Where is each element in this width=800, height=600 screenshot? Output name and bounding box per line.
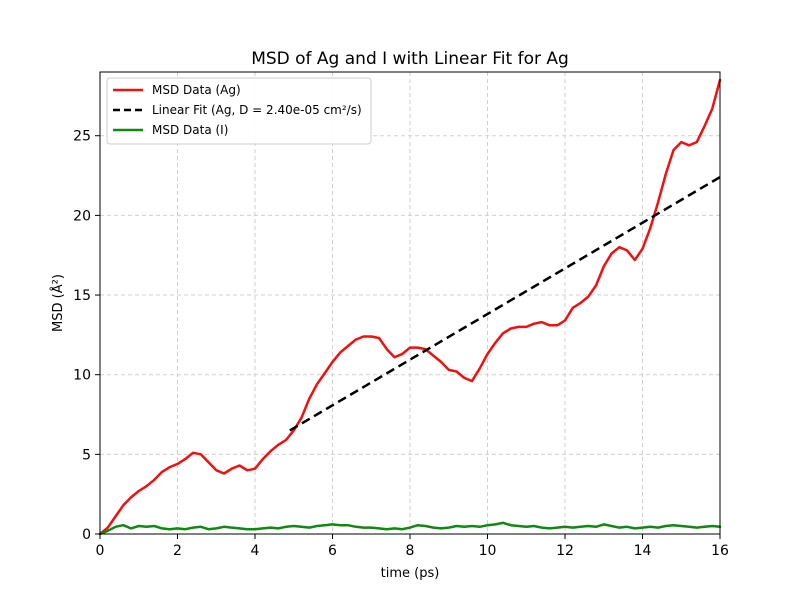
x-tick-label: 10 — [479, 543, 497, 559]
x-tick-label: 8 — [406, 543, 415, 559]
y-tick-label: 25 — [73, 129, 91, 145]
legend-box — [106, 77, 372, 145]
x-tick-label: 4 — [251, 543, 260, 559]
y-tick-label: 5 — [82, 447, 91, 463]
legend-label-fit: Linear Fit (Ag, D = 2.40e-05 cm²/s) — [152, 103, 362, 117]
legend-label-i: MSD Data (I) — [152, 123, 228, 137]
x-tick-label: 0 — [96, 543, 105, 559]
legend: MSD Data (Ag) Linear Fit (Ag, D = 2.40e-… — [106, 77, 372, 145]
y-axis-label: MSD (Å²) — [50, 274, 66, 332]
x-tick-label: 16 — [711, 543, 729, 559]
ticks: 0 2 4 6 8 10 12 14 16 0 5 10 15 20 25 — [73, 129, 729, 559]
y-tick-label: 10 — [73, 368, 91, 384]
y-tick-label: 0 — [82, 527, 91, 543]
y-tick-label: 15 — [73, 288, 91, 304]
x-tick-label: 2 — [173, 543, 182, 559]
x-tick-label: 14 — [634, 543, 652, 559]
series-line-i — [98, 521, 722, 536]
series-line-ag — [98, 78, 722, 536]
x-tick-label: 12 — [556, 543, 574, 559]
x-axis-label: time (ps) — [381, 566, 440, 581]
chart-title: MSD of Ag and I with Linear Fit for Ag — [251, 49, 569, 69]
plot-area — [98, 78, 722, 536]
x-tick-label: 6 — [328, 543, 337, 559]
grid — [100, 72, 720, 534]
legend-label-ag: MSD Data (Ag) — [152, 83, 241, 97]
y-tick-label: 20 — [73, 208, 91, 224]
